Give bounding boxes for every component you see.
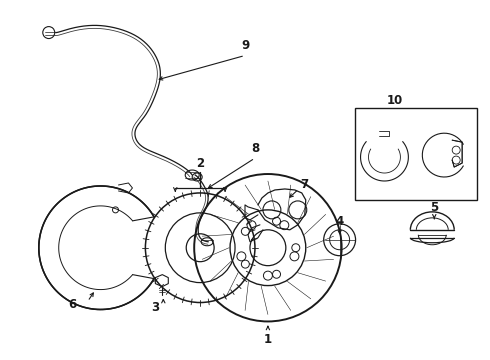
Text: 2: 2 — [196, 157, 204, 170]
Text: 1: 1 — [264, 333, 272, 346]
Text: 4: 4 — [336, 215, 344, 228]
Text: 5: 5 — [430, 201, 439, 215]
Text: 9: 9 — [241, 39, 249, 52]
Text: 3: 3 — [151, 301, 159, 314]
Text: 6: 6 — [69, 298, 77, 311]
Text: 8: 8 — [251, 141, 259, 155]
Text: 7: 7 — [301, 179, 309, 192]
Text: 10: 10 — [386, 94, 403, 107]
Bar — [355, 108, 477, 200]
